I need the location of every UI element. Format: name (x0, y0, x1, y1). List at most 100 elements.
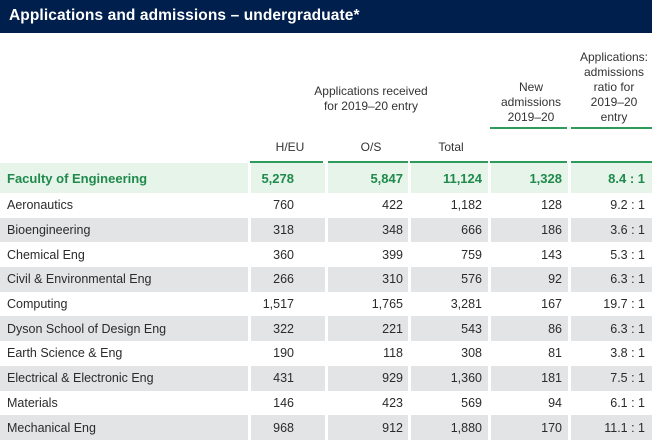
row-ratio: 6.3 : 1 (610, 272, 645, 287)
column-separator (248, 390, 251, 416)
faculty-total-row: Faculty of Engineering 5,278 5,847 11,12… (0, 163, 652, 193)
row-ratio: 11.1 : 1 (604, 420, 645, 435)
row-heu: 1,517 (262, 297, 294, 312)
table-row: Civil & Environmental Eng 266 310 576 92 6.3 … (0, 267, 652, 292)
column-separator (248, 291, 251, 317)
column-separator (488, 242, 491, 268)
heu-underline (250, 161, 323, 163)
column-separator (325, 390, 328, 416)
row-ratio: 3.8 : 1 (610, 346, 645, 361)
table-row: Materials 146 423 569 94 6.1 : 1 (0, 390, 652, 416)
row-heu: 968 (273, 420, 294, 435)
column-separator (488, 390, 491, 416)
row-ratio: 9.2 : 1 (610, 198, 645, 213)
faculty-os: 5,847 (370, 170, 403, 186)
table-row: Mechanical Eng 968 912 1,880 170 11.1 : 1 (0, 415, 652, 440)
column-separator (568, 291, 571, 317)
heu-header: H/EU (275, 140, 305, 154)
column-separator (488, 193, 491, 218)
table-row: Aeronautics 760 422 1,182 128 9.2 : 1 (0, 193, 652, 218)
table-row: Chemical Eng 360 399 759 143 5.3 : 1 (0, 242, 652, 268)
faculty-name: Faculty of Engineering (7, 170, 148, 186)
column-separator (325, 341, 328, 366)
row-ratio: 7.5 : 1 (610, 371, 645, 386)
table-row: Electrical & Electronic Eng 431 929 1,360 18… (0, 365, 652, 391)
column-separator (568, 316, 571, 342)
table-row: Dyson School of Design Eng 322 221 543 86 6.3… (0, 316, 652, 342)
admissions-table: Faculty of Engineering 5,278 5,847 11,12… (0, 163, 652, 440)
column-separator (408, 365, 411, 391)
column-separator (325, 242, 328, 268)
row-os: 348 (382, 223, 403, 238)
column-separator (568, 193, 571, 218)
row-heu: 266 (273, 272, 294, 287)
table-row: Bioengineering 318 348 666 186 3.6 : 1 (0, 217, 652, 243)
row-new-admissions: 81 (548, 346, 562, 361)
row-heu: 318 (273, 223, 294, 238)
column-separator (488, 267, 491, 292)
row-department: Bioengineering (7, 223, 91, 238)
row-heu: 322 (273, 321, 294, 336)
row-ratio: 6.1 : 1 (610, 395, 645, 410)
row-os: 1,765 (371, 297, 403, 312)
column-separator (408, 316, 411, 342)
applications-group-header: Applications received for 2019–20 entry (314, 84, 428, 113)
column-separator (488, 291, 491, 317)
row-os: 422 (382, 198, 403, 213)
table-row: Computing 1,517 1,765 3,281 167 19.7 : 1 (0, 291, 652, 317)
title-bar: Applications and admissions – undergradu… (0, 0, 652, 33)
row-new-admissions: 143 (541, 247, 562, 262)
column-separator (568, 365, 571, 391)
faculty-total: 11,124 (442, 170, 482, 186)
row-heu: 190 (273, 346, 294, 361)
row-heu: 360 (273, 247, 294, 262)
column-separator (248, 217, 251, 243)
column-separator (325, 365, 328, 391)
column-separator (568, 341, 571, 366)
column-separator (488, 365, 491, 391)
column-separator (408, 415, 411, 440)
row-ratio: 3.6 : 1 (610, 223, 645, 238)
column-separator (248, 193, 251, 218)
column-separator (325, 316, 328, 342)
row-department: Earth Science & Eng (7, 346, 123, 361)
row-total: 308 (461, 346, 482, 361)
row-new-admissions: 181 (541, 371, 562, 386)
row-new-admissions: 167 (541, 297, 562, 312)
column-separator (568, 217, 571, 243)
column-separator (568, 390, 571, 416)
row-total: 1,360 (450, 371, 482, 386)
row-os: 310 (382, 272, 403, 287)
row-department: Computing (7, 297, 68, 312)
row-total: 666 (461, 223, 482, 238)
column-separator (325, 217, 328, 243)
row-department: Chemical Eng (7, 247, 85, 262)
column-separator (568, 415, 571, 440)
table-row: Earth Science & Eng 190 118 308 81 3.8 : 1 (0, 341, 652, 366)
row-ratio: 5.3 : 1 (610, 247, 645, 262)
column-separator (408, 242, 411, 268)
row-total: 759 (461, 247, 482, 262)
total-header: Total (438, 140, 464, 154)
column-separator (488, 316, 491, 342)
column-separator (408, 341, 411, 366)
column-separator (408, 390, 411, 416)
row-new-admissions: 170 (541, 420, 562, 435)
faculty-ratio: 8.4 : 1 (608, 170, 645, 186)
column-separator (248, 341, 251, 366)
row-heu: 431 (273, 371, 294, 386)
column-separator (408, 267, 411, 292)
new-admissions-underline (490, 127, 567, 129)
row-heu: 146 (273, 395, 294, 410)
row-new-admissions: 94 (548, 395, 562, 410)
row-department: Aeronautics (7, 198, 74, 213)
os-header: O/S (360, 140, 382, 154)
column-separator (488, 341, 491, 366)
column-separator (248, 267, 251, 292)
row-ratio: 6.3 : 1 (610, 321, 645, 336)
row-department: Electrical & Electronic Eng (7, 371, 154, 386)
new-underline (490, 161, 567, 163)
faculty-new: 1,328 (529, 170, 562, 186)
row-new-admissions: 92 (548, 272, 562, 287)
row-total: 569 (461, 395, 482, 410)
